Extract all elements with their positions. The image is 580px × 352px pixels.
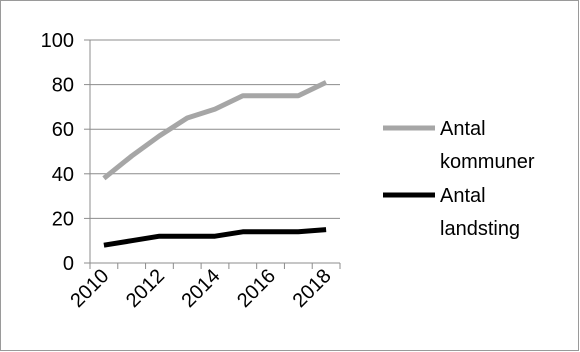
series-line-kommuner xyxy=(102,80,328,181)
y-tick-label: 40 xyxy=(52,164,74,186)
y-tick-labels: 0 20 40 60 80 100 xyxy=(41,30,74,275)
y-tick-label: 0 xyxy=(63,253,74,275)
x-tick-label: 2016 xyxy=(233,265,280,312)
x-tick-label: 2012 xyxy=(122,265,169,312)
x-tick-labels: 2010 2012 2014 2016 2018 xyxy=(66,265,335,312)
y-tick-label: 20 xyxy=(52,208,74,230)
axes xyxy=(84,39,341,269)
x-tick-label: 2018 xyxy=(289,265,336,312)
legend-label: landsting xyxy=(440,218,520,240)
y-tick-label: 100 xyxy=(41,30,74,52)
legend: Antal kommuner Antal landsting xyxy=(383,118,535,240)
legend-label: Antal xyxy=(440,185,486,207)
gridlines xyxy=(90,39,340,219)
legend-label: kommuner xyxy=(440,151,535,173)
legend-label: Antal xyxy=(440,118,486,140)
series-lines xyxy=(102,80,328,248)
y-tick-label: 60 xyxy=(52,119,74,141)
y-tick-label: 80 xyxy=(52,75,74,97)
series-line-landsting xyxy=(103,227,327,248)
x-tick-label: 2014 xyxy=(178,265,225,312)
